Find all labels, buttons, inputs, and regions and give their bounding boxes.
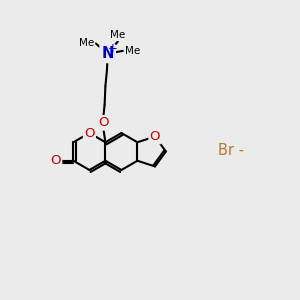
Text: Me: Me [110,30,125,40]
Text: O: O [98,116,108,129]
Text: O: O [84,127,95,140]
Text: O: O [51,154,61,167]
Text: Me: Me [125,46,140,56]
Text: Me: Me [79,38,94,49]
Text: +: + [108,42,118,55]
Text: Br -: Br - [218,143,244,158]
Text: O: O [150,130,160,143]
Text: N: N [101,46,114,61]
